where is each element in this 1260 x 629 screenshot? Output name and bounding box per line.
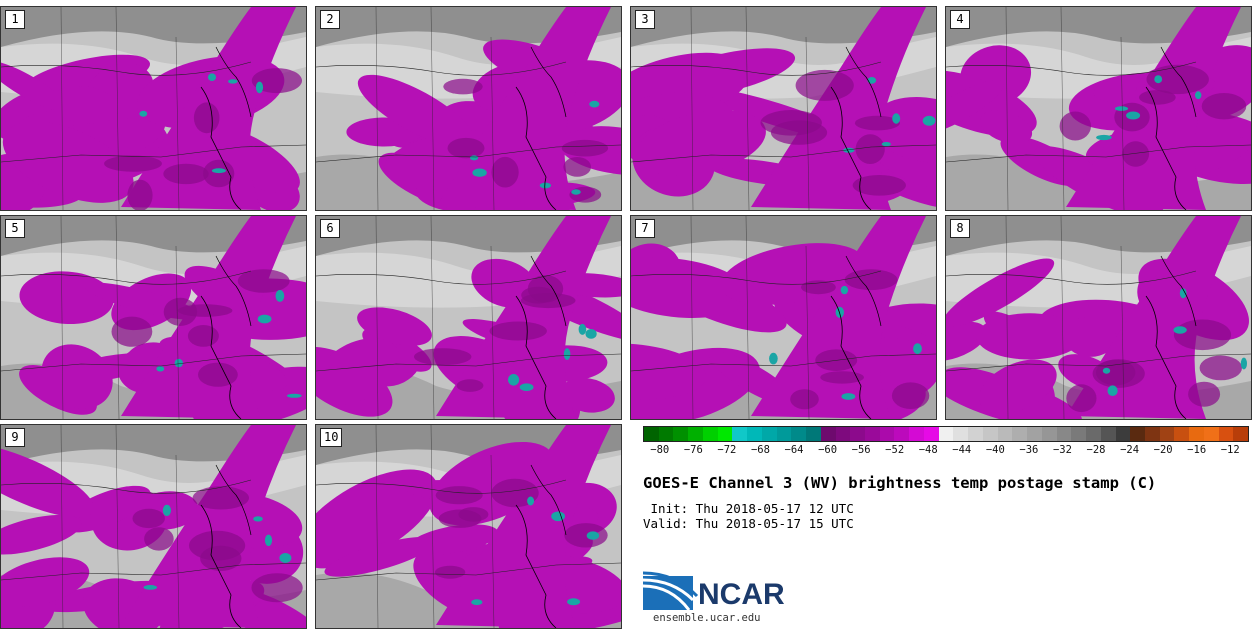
colorbar-segment [879,427,895,441]
panel-number-label: 10 [320,428,343,447]
colorbar-segment [982,427,998,441]
colorbar-segment [761,427,777,441]
colorbar-segment [865,427,880,441]
colorbar-tick-label: −32 [1052,444,1072,456]
colorbar-segment [806,427,821,441]
colorbar-tick-label: −76 [683,444,703,456]
colorbar-tick-label: −44 [952,444,972,456]
colorbar-segment [894,427,910,441]
colorbar-segment [717,427,733,441]
colorbar-segment [1159,427,1175,441]
colorbar-segment [968,427,983,441]
colorbar-ticks: −80 −76 −72 −68 −64 −60 −56 −52 −48 −44 −40 −36 −32 −… [643,444,1247,458]
forecast-panel: 7 [630,215,937,420]
colorbar-segment [1056,427,1072,441]
colorbar-segment [791,427,807,441]
colorbar-segment [820,427,836,441]
colorbar-tick-label: −20 [1153,444,1173,456]
colorbar-segment [1189,427,1204,441]
colorbar-tick-label: −36 [1019,444,1039,456]
init-time: Init: Thu 2018-05-17 12 UTC [643,501,854,516]
colorbar-segment [658,427,674,441]
colorbar-segment [732,427,748,441]
colorbar-tick-label: −28 [1086,444,1106,456]
forecast-panel: 2 [315,6,622,211]
colorbar-segment [1130,427,1145,441]
colorbar-tick-label: −56 [851,444,871,456]
colorbar-segment [938,427,954,441]
panel-number-label: 2 [320,10,340,29]
panel-number-label: 1 [5,10,25,29]
colorbar-segment [835,427,851,441]
panel-number-label: 3 [635,10,655,29]
colorbar-tick-label: −52 [885,444,905,456]
colorbar-segment [702,427,718,441]
colorbar-segment [1203,427,1219,441]
forecast-panel: 9 [0,424,307,629]
colorbar-segment [850,427,866,441]
forecast-panel: 8 [945,215,1252,420]
colorbar-segment [688,427,703,441]
ncar-logo-icon [643,571,699,611]
forecast-panel: 1 [0,6,307,211]
forecast-panel: 6 [315,215,622,420]
colorbar-segment [953,427,969,441]
colorbar-segment [776,427,792,441]
colorbar-tick-label: −12 [1220,444,1240,456]
colorbar-segment [1144,427,1160,441]
colorbar-segment [1100,427,1116,441]
colorbar-segment [673,427,689,441]
valid-time: Valid: Thu 2018-05-17 15 UTC [643,516,854,531]
colorbar-segment [747,427,762,441]
panel-number-label: 8 [950,219,970,238]
colorbar-segment [1012,427,1028,441]
colorbar-segment [1041,427,1057,441]
colorbar-tick-label: −72 [717,444,737,456]
colorbar-segment [923,427,939,441]
colorbar-segment [909,427,924,441]
colorbar-tick-label: −48 [918,444,938,456]
colorbar-tick-label: −68 [750,444,770,456]
figure-title: GOES-E Channel 3 (WV) brightness temp po… [643,474,1157,492]
colorbar-tick-label: −60 [818,444,838,456]
colorbar-tick-label: −64 [784,444,804,456]
site-url: ensemble.ucar.edu [653,612,761,624]
colorbar-tick-label: −80 [650,444,670,456]
forecast-panel: 4 [945,6,1252,211]
colorbar-segment [1233,427,1249,441]
colorbar-segment [1086,427,1101,441]
colorbar [643,426,1249,442]
colorbar-segment [1027,427,1042,441]
colorbar-segment [1174,427,1190,441]
colorbar-tick-label: −24 [1120,444,1140,456]
panel-number-label: 4 [950,10,970,29]
colorbar-segment [1218,427,1234,441]
forecast-panel: 5 [0,215,307,420]
forecast-panel: 10 [315,424,622,629]
colorbar-segment [644,427,659,441]
colorbar-tick-label: −16 [1187,444,1207,456]
forecast-panel: 3 [630,6,937,211]
panel-number-label: 5 [5,219,25,238]
colorbar-segment [1115,427,1131,441]
panel-number-label: 7 [635,219,655,238]
panel-number-label: 9 [5,428,25,447]
colorbar-segment [997,427,1013,441]
colorbar-tick-label: −40 [985,444,1005,456]
colorbar-segment [1071,427,1087,441]
panel-number-label: 6 [320,219,340,238]
ncar-logo-text: NCAR [698,578,785,611]
